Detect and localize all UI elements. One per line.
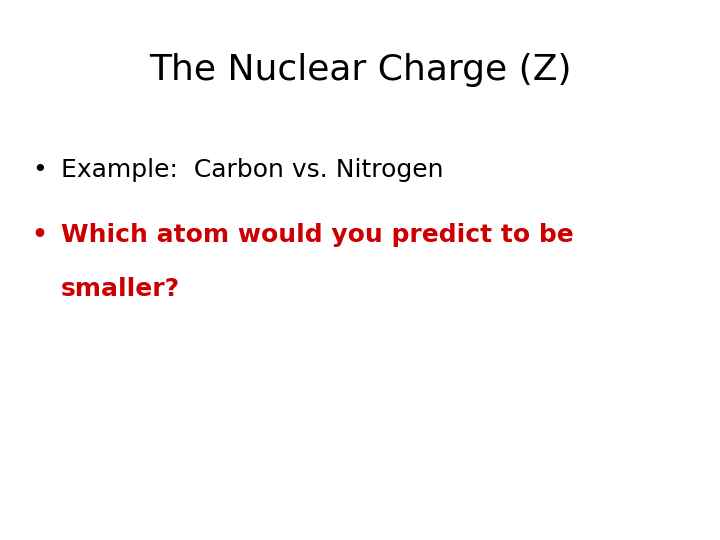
Text: Example:  Carbon vs. Nitrogen: Example: Carbon vs. Nitrogen — [61, 158, 444, 182]
Text: Which atom would you predict to be: Which atom would you predict to be — [61, 223, 574, 247]
Text: •: • — [32, 158, 47, 182]
Text: smaller?: smaller? — [61, 277, 180, 301]
Text: The Nuclear Charge (Z): The Nuclear Charge (Z) — [149, 53, 571, 87]
Text: •: • — [32, 223, 48, 247]
